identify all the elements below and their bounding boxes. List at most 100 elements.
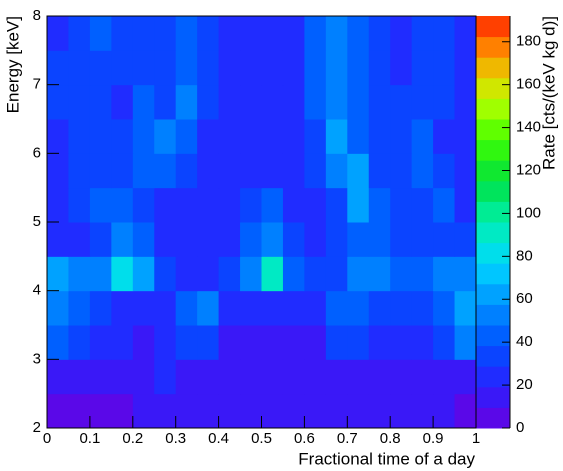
- heatmap-cell: [218, 393, 241, 429]
- heatmap-cell: [261, 256, 284, 292]
- heatmap-cell: [454, 119, 477, 154]
- heatmap-cell: [89, 153, 112, 189]
- heatmap-cell: [411, 393, 434, 429]
- heatmap-cell: [454, 256, 477, 292]
- heatmap-cell: [175, 393, 198, 429]
- heatmap-cell: [47, 290, 69, 326]
- heatmap-cell: [89, 50, 112, 86]
- heatmap-cell: [111, 50, 134, 86]
- heatmap-cell: [47, 393, 69, 429]
- heatmap-cell: [390, 153, 413, 189]
- heatmap-cell: [347, 359, 370, 395]
- heatmap-cell: [454, 50, 477, 86]
- heatmap-cell: [132, 84, 155, 120]
- heatmap-cell: [454, 393, 477, 429]
- heatmap-cell: [175, 50, 198, 86]
- heatmap-cell: [454, 153, 477, 189]
- heatmap-cell: [454, 290, 477, 326]
- x-tick-label: 0: [43, 430, 51, 447]
- heatmap-cell: [261, 119, 284, 154]
- x-tick-label: 0.8: [380, 430, 401, 447]
- heatmap-cell: [347, 393, 370, 429]
- heatmap-cell: [304, 393, 327, 429]
- heatmap-cell: [68, 16, 91, 51]
- y-axis-title: Energy [keV]: [3, 16, 22, 113]
- heatmap-cell: [218, 290, 241, 326]
- heatmap-cell: [282, 359, 305, 395]
- colorbar-band: [476, 386, 510, 408]
- heatmap-cell: [390, 16, 413, 51]
- heatmap-cell: [433, 16, 456, 51]
- heatmap-cell: [218, 359, 241, 395]
- heatmap-cell: [368, 256, 391, 292]
- heatmap-cell: [282, 16, 305, 51]
- heatmap-cell: [390, 119, 413, 154]
- heatmap-cell: [261, 84, 284, 120]
- heatmap-cell: [218, 256, 241, 292]
- heatmap-cell: [197, 359, 220, 395]
- heatmap-cell: [132, 16, 155, 51]
- heatmap-cell: [368, 119, 391, 154]
- heatmap-cell: [433, 119, 456, 154]
- heatmap-cell: [347, 153, 370, 189]
- heatmap-cell: [68, 290, 91, 326]
- heatmap-cell: [111, 84, 134, 120]
- heatmap-cell: [197, 256, 220, 292]
- heatmap-cell: [197, 290, 220, 326]
- heatmap-cell: [411, 290, 434, 326]
- heatmap-cell: [433, 187, 456, 223]
- heatmap-cell: [175, 187, 198, 223]
- heatmap-cell: [433, 290, 456, 326]
- heatmap-cell: [132, 153, 155, 189]
- heatmap-cell: [411, 50, 434, 86]
- heatmap-cell: [325, 256, 348, 292]
- heatmap-cell: [454, 16, 477, 51]
- heatmap-cell: [240, 153, 262, 189]
- heatmap-cell: [282, 153, 305, 189]
- heatmap-cell: [411, 325, 434, 360]
- heatmap-cell: [218, 84, 241, 120]
- heatmap-cell: [282, 393, 305, 429]
- heatmap-cell: [304, 50, 327, 86]
- heatmap-cell: [368, 393, 391, 429]
- heatmap-cell: [347, 290, 370, 326]
- heatmap-cell: [89, 222, 112, 257]
- colorbar-band: [476, 36, 510, 58]
- heatmap-cell: [240, 359, 262, 395]
- heatmap-cell: [47, 119, 69, 154]
- heatmap-cell: [433, 50, 456, 86]
- heatmap-cell: [368, 16, 391, 51]
- colorbar-title: Rate [cts/(keV kg d)]: [539, 16, 558, 170]
- heatmap-cell: [154, 16, 177, 51]
- heatmap-cell: [240, 84, 262, 120]
- heatmap-cell: [240, 119, 262, 154]
- heatmap-cell: [154, 222, 177, 257]
- heatmap-cell: [411, 222, 434, 257]
- heatmap-cell: [261, 187, 284, 223]
- heatmap-cell: [154, 290, 177, 326]
- heatmap-cell: [132, 222, 155, 257]
- heatmap-cell: [304, 256, 327, 292]
- y-tick-label: 5: [33, 213, 41, 230]
- heatmap-cell: [411, 256, 434, 292]
- heatmap-cell: [68, 187, 91, 223]
- heatmap-cell: [433, 84, 456, 120]
- x-tick-label: 0.2: [122, 430, 143, 447]
- heatmap-cell: [325, 50, 348, 86]
- heatmap-cell: [240, 16, 262, 51]
- heatmap-cell: [390, 325, 413, 360]
- x-axis-title: Fractional time of a day: [298, 449, 475, 468]
- heatmap-cell: [154, 119, 177, 154]
- heatmap-cell: [347, 187, 370, 223]
- heatmap-cell: [132, 50, 155, 86]
- z-tick-label: 160: [516, 76, 541, 93]
- heatmap-cell: [368, 222, 391, 257]
- heatmap-cell: [68, 119, 91, 154]
- x-tick-label: 0.9: [423, 430, 444, 447]
- heatmap-cell: [347, 119, 370, 154]
- heatmap-cell: [325, 187, 348, 223]
- heatmap-cell: [368, 153, 391, 189]
- heatmap-cell: [154, 359, 177, 395]
- heatmap-cell: [325, 84, 348, 120]
- heatmap-cell: [282, 50, 305, 86]
